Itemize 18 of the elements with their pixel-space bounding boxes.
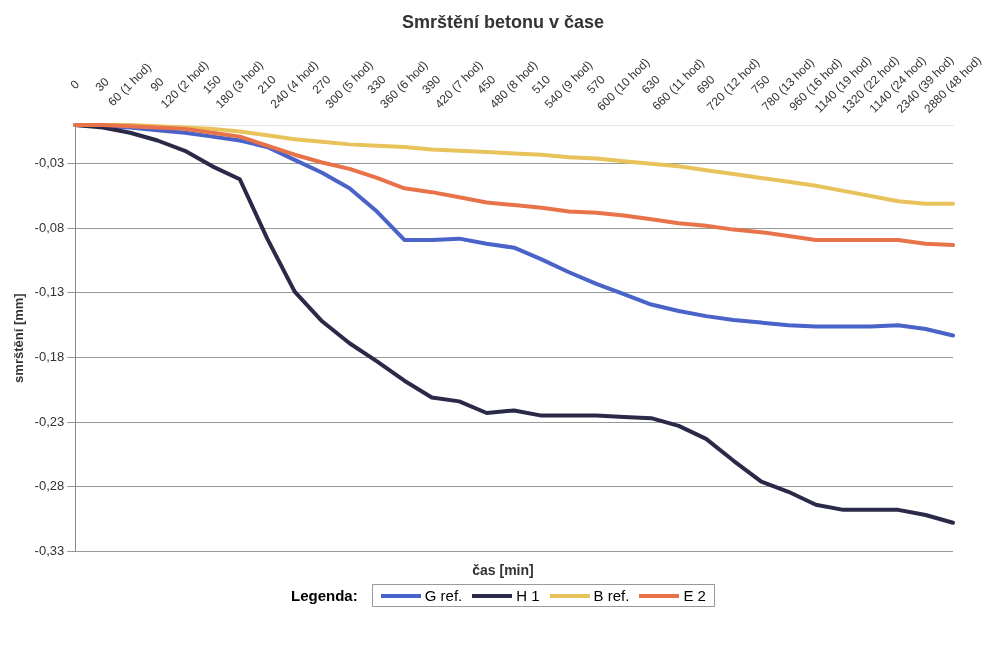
- y-tick-label: -0,23: [34, 413, 65, 429]
- x-tick-label: 90: [147, 74, 167, 95]
- legend-label: H 1: [516, 587, 540, 604]
- x-axis-title: čas [min]: [471, 562, 535, 578]
- y-tick-label: -0,03: [34, 155, 65, 171]
- legend-label: G ref.: [424, 587, 463, 604]
- y-tick-label: -0,08: [34, 219, 65, 235]
- chart-title: Smrštění betonu v čase: [400, 11, 606, 34]
- y-tick-label: -0,18: [34, 349, 65, 365]
- y-tick-label: -0,33: [34, 542, 65, 558]
- x-tick-label: 0: [67, 76, 83, 92]
- legend-title: Legenda:: [291, 587, 358, 604]
- x-tick-label: 30: [92, 74, 113, 95]
- y-tick-label: -0,28: [34, 478, 65, 494]
- y-tick-label: -0,13: [34, 284, 65, 300]
- legend-label: B ref.: [593, 587, 630, 604]
- legend-label: E 2: [683, 587, 706, 604]
- y-axis-title: smrštění [mm]: [11, 293, 27, 383]
